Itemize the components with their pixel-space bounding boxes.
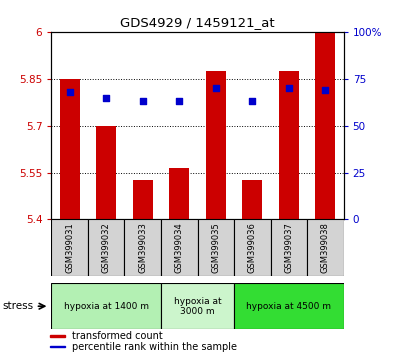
Text: GSM399032: GSM399032 bbox=[102, 222, 111, 273]
FancyBboxPatch shape bbox=[161, 219, 198, 276]
Bar bbox=[315, 32, 335, 219]
Text: GSM399038: GSM399038 bbox=[321, 222, 330, 273]
Text: GSM399037: GSM399037 bbox=[284, 222, 293, 273]
FancyBboxPatch shape bbox=[51, 283, 161, 329]
Bar bbox=[96, 126, 116, 219]
Point bbox=[286, 85, 292, 91]
Bar bbox=[51, 346, 65, 347]
Point bbox=[322, 87, 329, 93]
Text: GDS4929 / 1459121_at: GDS4929 / 1459121_at bbox=[120, 16, 275, 29]
Text: stress: stress bbox=[2, 301, 33, 311]
FancyBboxPatch shape bbox=[234, 283, 344, 329]
Point bbox=[176, 98, 182, 104]
Text: percentile rank within the sample: percentile rank within the sample bbox=[72, 342, 237, 352]
FancyBboxPatch shape bbox=[124, 219, 161, 276]
Text: GSM399036: GSM399036 bbox=[248, 222, 257, 273]
FancyBboxPatch shape bbox=[88, 219, 124, 276]
Bar bbox=[169, 168, 189, 219]
Point bbox=[66, 89, 73, 95]
Text: transformed count: transformed count bbox=[72, 331, 163, 341]
Text: hypoxia at
3000 m: hypoxia at 3000 m bbox=[174, 297, 221, 316]
FancyBboxPatch shape bbox=[271, 219, 307, 276]
Bar bbox=[133, 181, 153, 219]
FancyBboxPatch shape bbox=[198, 219, 234, 276]
Point bbox=[249, 98, 256, 104]
Text: GSM399035: GSM399035 bbox=[211, 222, 220, 273]
Text: GSM399034: GSM399034 bbox=[175, 222, 184, 273]
Text: hypoxia at 1400 m: hypoxia at 1400 m bbox=[64, 302, 149, 311]
FancyBboxPatch shape bbox=[51, 219, 88, 276]
Bar bbox=[51, 335, 65, 337]
Bar bbox=[60, 79, 80, 219]
Text: GSM399031: GSM399031 bbox=[65, 222, 74, 273]
Point bbox=[103, 95, 109, 100]
Bar bbox=[242, 181, 262, 219]
FancyBboxPatch shape bbox=[161, 283, 234, 329]
Text: GSM399033: GSM399033 bbox=[138, 222, 147, 273]
FancyBboxPatch shape bbox=[234, 219, 271, 276]
Bar bbox=[279, 71, 299, 219]
Point bbox=[213, 85, 219, 91]
Bar bbox=[206, 71, 226, 219]
FancyBboxPatch shape bbox=[307, 219, 344, 276]
Text: hypoxia at 4500 m: hypoxia at 4500 m bbox=[246, 302, 331, 311]
Point bbox=[139, 98, 146, 104]
